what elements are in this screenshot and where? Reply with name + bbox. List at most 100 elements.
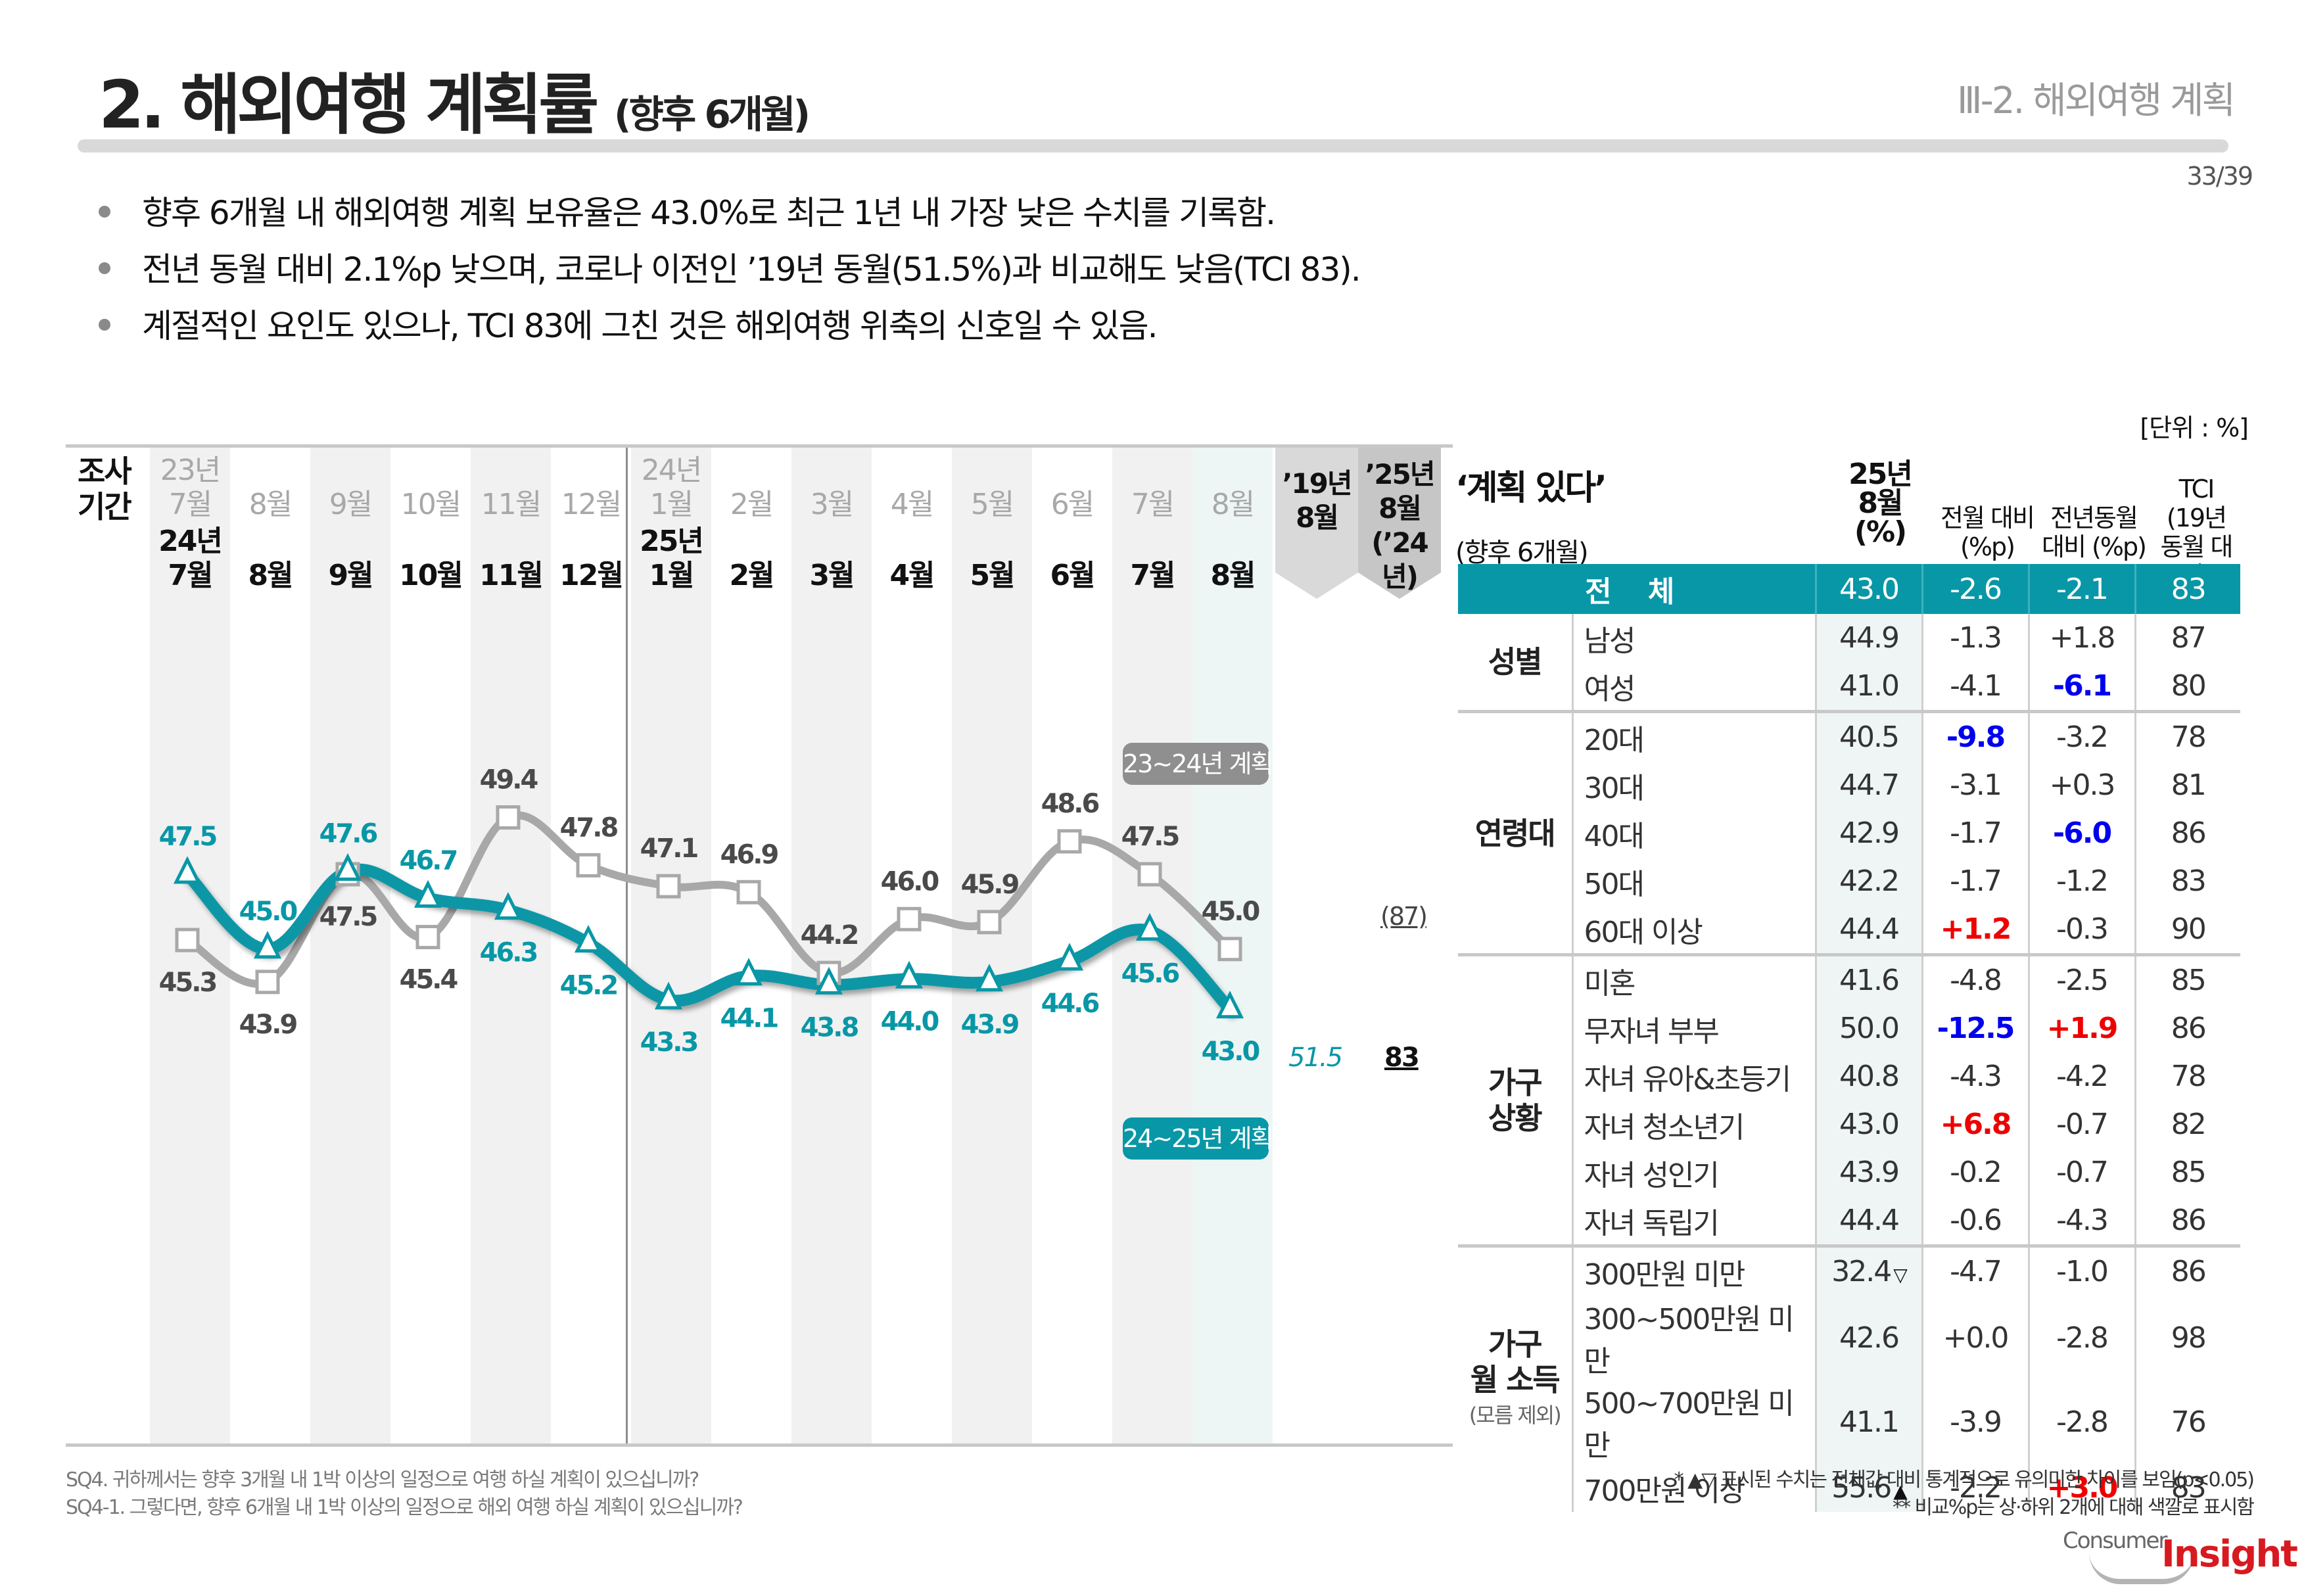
row-yoy: -6.0 [2027,809,2135,857]
data-label: 45.6 [1121,958,1179,989]
row-label: 300만원 미만 [1571,1244,1816,1296]
row-pct: 44.9 [1814,614,1922,662]
marker-triangle [734,958,763,986]
row-yoy: -3.2 [2027,710,2135,761]
month-label-prev: 5월 [970,488,1014,521]
bullet-item: 향후 6개월 내 해외여행 계획 보유율은 43.0%로 최근 1년 내 가장 … [99,187,1276,234]
data-label: 43.3 [640,1027,697,1058]
header-divider [78,139,2228,153]
total-yoy: -2.1 [2027,564,2135,614]
row-label: 미혼 [1571,953,1816,1004]
row-yoy: -2.8 [2027,1296,2135,1380]
sig-down-icon: ▽ [1893,1264,1908,1286]
marker-square [496,805,521,830]
month-stripe [711,448,791,1443]
data-label: 43.9 [961,1010,1019,1040]
row-mom: -0.2 [1921,1148,2029,1196]
data-label: 46.3 [480,938,537,968]
table-row: 30대 44.7 -3.1 +0.3 81 [1458,761,2240,809]
month-stripe [471,448,551,1443]
month-stripe [631,448,711,1443]
row-label: 자녀 청소년기 [1571,1100,1816,1148]
group-label: 가구 월 소득 (모름 제외) [1458,1244,1572,1512]
table-row: 연령대 20대 40.5 -9.8 -3.2 78 [1458,710,2240,955]
row-tci: 86 [2134,809,2240,857]
month-label-cur: 10월 [399,559,463,592]
data-label: 49.4 [480,765,538,795]
month-label-prev: 23년 7월 [160,454,221,521]
row-yoy: -4.2 [2027,1052,2135,1100]
page-title: 2. 해외여행 계획률 (향후 6개월) [99,51,811,147]
pct-value: 43.0 [1839,1108,1900,1141]
row-tci: 78 [2134,710,2240,761]
row-mom: -1.7 [1921,857,2029,905]
data-label: 45.0 [239,897,297,927]
row-tci: 76 [2134,1380,2240,1464]
row-mom: -0.6 [1921,1196,2029,1246]
pct-value: 40.5 [1839,720,1900,754]
row-tci: 86 [2134,1004,2240,1052]
row-mom: -1.7 [1921,809,2029,857]
row-yoy: -4.3 [2027,1196,2135,1246]
data-label: 48.6 [1041,789,1099,819]
col-header-pct: 25년 8월 (%) [1848,458,1913,549]
data-label: 43.0 [1202,1037,1259,1067]
bullet-item: 전년 동월 대비 2.1%p 낮으며, 코로나 이전인 ’19년 동월(51.5… [99,243,1361,291]
row-mom: -12.5 [1921,1004,2029,1052]
logo-swoosh-icon [2089,1553,2194,1584]
row-yoy: -0.7 [2027,1100,2135,1148]
row-mom: -2.2 [1921,1464,2029,1512]
row-label: 자녀 성인기 [1571,1148,1816,1196]
table-row: 700만원 이상 55.6 ▲ -2.2 +3.0 83 [1458,1464,2240,1512]
row-tci: 78 [2134,1052,2240,1100]
marker-square [977,910,1002,935]
chevron-2025 [1358,448,1441,599]
month-label-prev: 7월 [1131,488,1175,521]
table-row: 무자녀 부부 50.0 -12.5 +1.9 86 [1458,1004,2240,1052]
table-title: ‘계획 있다’ [1455,469,1607,508]
stats-table: 전 체 43.0 -2.6 -2.1 83 성별 남성 44.9 -1.3 +1.8 87 여성 41.… [1458,564,2240,1512]
pct-value: 50.0 [1839,1012,1900,1045]
period-label: 조사 기간 [78,454,132,525]
month-label-cur: 6월 [1050,559,1095,592]
row-label: 40대 [1571,809,1816,857]
month-label-cur: 8월 [248,559,293,592]
marker-square [656,874,681,899]
row-tci: 86 [2134,1244,2240,1296]
row-yoy: -0.3 [2027,905,2135,955]
row-yoy: +0.3 [2027,761,2135,809]
tci-prev-year: (87) [1380,902,1428,931]
table-row: 자녀 성인기 43.9 -0.2 -0.7 85 [1458,1148,2240,1196]
row-tci: 80 [2134,662,2240,712]
row-pct: 40.8 [1814,1052,1922,1100]
pct-value: 41.0 [1839,669,1900,703]
pct-value: 40.8 [1839,1060,1900,1093]
year-divider [626,448,628,1443]
total-label: 전 체 [1458,564,1816,614]
row-mom: +1.2 [1921,905,2029,955]
month-label-cur: 7월 [1130,559,1175,592]
marker-triangle [413,880,442,908]
row-mom: -4.1 [1921,662,2029,712]
data-label: 46.9 [720,839,778,870]
tci-total-value: 83 [1384,1043,1420,1073]
pct-value: 42.2 [1839,864,1900,898]
data-label: 47.5 [1121,822,1179,852]
logo-text-consumer: Consumer [2063,1528,2167,1554]
month-label-prev: 4월 [890,488,934,521]
bullet-dot-icon [99,318,110,331]
row-pct: 43.9 [1814,1148,1922,1196]
marker-square [175,927,200,952]
month-label-prev: 6월 [1050,488,1094,521]
marker-square [897,906,922,931]
table-row: 60대 이상 44.4 +1.2 -0.3 90 [1458,905,2240,955]
chevron-2019 [1275,448,1358,599]
row-label: 50대 [1571,857,1816,905]
row-pct: 41.6 [1814,953,1922,1004]
row-tci: 81 [2134,761,2240,809]
row-label: 자녀 독립기 [1571,1196,1816,1246]
marker-triangle [1135,912,1164,941]
legend-24-25: 24~25년 계획 [1123,1117,1274,1160]
data-label: 44.0 [881,1006,939,1037]
footnote-color: ** 비교%p는 상·하위 2개에 대해 색깔로 표시함 [1893,1496,2255,1519]
